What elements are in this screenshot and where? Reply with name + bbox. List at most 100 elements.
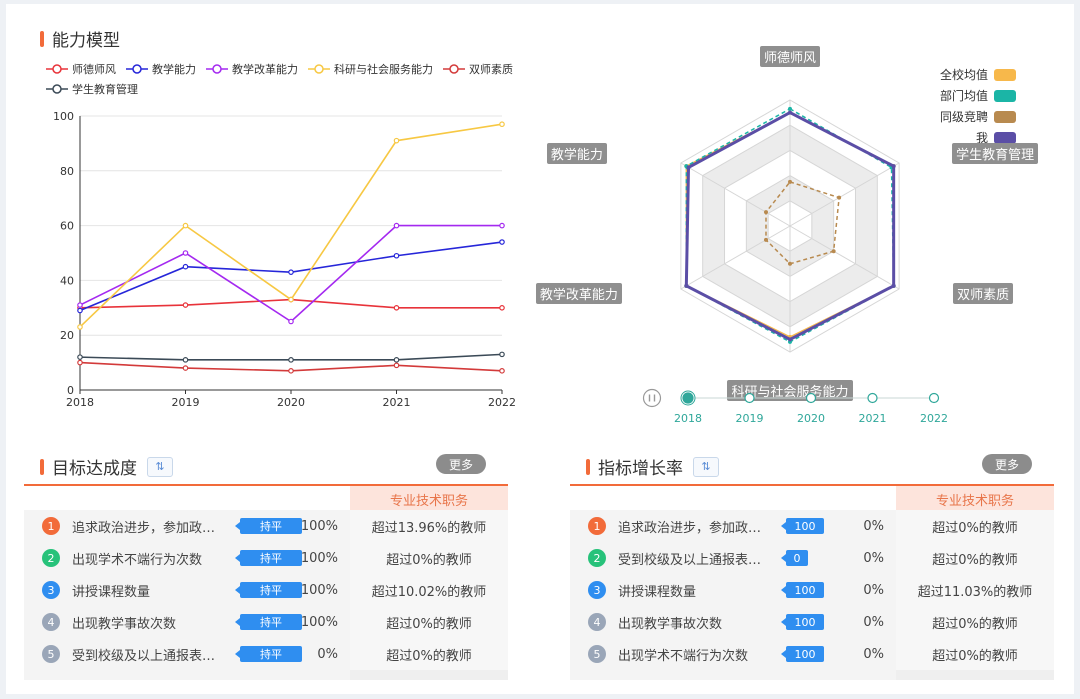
radar-point xyxy=(788,110,792,115)
radar-chart xyxy=(680,99,900,353)
radar-point xyxy=(763,237,768,242)
line-chart: 0 20 40 60 80 100 2018 2019 2020 2021 2022 xyxy=(53,110,516,409)
radar-legend-item[interactable]: 我 xyxy=(940,127,1017,148)
legend-item[interactable]: 双师素质 xyxy=(443,62,513,76)
radar-legend-swatch xyxy=(994,89,1017,102)
radar-axis-label: 双师素质 xyxy=(953,283,1014,304)
table-row[interactable]: 2 出现学术不端行为次数 持平 100% 超过0%的教师 xyxy=(24,542,508,574)
y-tick-label: 80 xyxy=(60,165,74,178)
growth-more-button[interactable]: 更多 xyxy=(982,454,1032,474)
table-row[interactable]: 4 出现教学事故次数 100 0% 超过0%的教师 xyxy=(570,606,1054,638)
timeline-dot xyxy=(805,392,817,404)
table-row[interactable]: 1 追求政治进步，参加政… 100 0% 超过0%的教师 xyxy=(570,510,1054,542)
rank-badge: 5 xyxy=(588,645,606,663)
growth-title: 指标增长率 ⇅ xyxy=(586,454,719,479)
status-tag: 100 xyxy=(781,518,824,534)
radar-legend-item[interactable]: 同级竞聘 xyxy=(940,106,1017,127)
legend-marker-icon xyxy=(206,64,228,74)
data-point xyxy=(393,252,400,259)
sort-icon[interactable]: ⇅ xyxy=(147,456,173,477)
radar-point xyxy=(837,195,842,200)
data-point xyxy=(393,305,400,311)
data-point xyxy=(393,222,400,229)
legend-marker-icon xyxy=(443,64,465,74)
radar-legend-swatch xyxy=(994,110,1017,123)
radar-point xyxy=(891,283,896,288)
legend-item[interactable]: 教学改革能力 xyxy=(206,62,298,76)
timeline-year-label: 2020 xyxy=(797,412,825,425)
rank-badge: 4 xyxy=(588,613,606,631)
data-point xyxy=(77,302,83,308)
status-tag: 持平 xyxy=(235,518,302,534)
radar-point xyxy=(788,179,792,184)
target-more-button[interactable]: 更多 xyxy=(436,454,486,474)
rank-badge: 1 xyxy=(42,517,60,535)
radar-spoke xyxy=(789,225,900,290)
comparison-text: 超过0%的教师 xyxy=(350,638,508,670)
table-row[interactable]: 5 出现学术不端行为次数 100 0% 超过0%的教师 xyxy=(570,638,1054,670)
data-point xyxy=(288,368,294,374)
status-tag: 持平 xyxy=(235,614,302,630)
title-accent-bar xyxy=(586,458,590,475)
sort-icon[interactable]: ⇅ xyxy=(693,456,719,477)
radar-legend-label: 部门均值 xyxy=(940,89,989,103)
ability-model-title-text: 能力模型 xyxy=(52,31,120,51)
table-row[interactable]: 1 追求政治进步，参加政… 持平 100% 超过13.96%的教师 xyxy=(24,510,508,542)
rank-badge: 3 xyxy=(588,581,606,599)
data-point xyxy=(182,250,189,256)
data-point xyxy=(393,357,400,363)
radar-legend-item[interactable]: 全校均值 xyxy=(940,64,1017,85)
status-tag: 持平 xyxy=(235,550,302,566)
radar-legend-label: 我 xyxy=(976,131,989,145)
radar-spoke xyxy=(680,225,791,290)
radar-point xyxy=(788,106,792,111)
data-point xyxy=(182,222,189,229)
data-point xyxy=(499,368,505,374)
year-timeline[interactable]: 2018 2019 2020 2021 2022 xyxy=(640,386,970,430)
comparison-text: 超过10.02%的教师 xyxy=(350,574,508,606)
y-tick-label: 60 xyxy=(60,220,74,233)
table-row[interactable]: 5 受到校级及以上通报表… 持平 0% 超过0%的教师 xyxy=(24,638,508,670)
status-tag: 100 xyxy=(781,582,824,598)
data-point xyxy=(499,239,505,245)
comparison-text: 超过0%的教师 xyxy=(350,606,508,638)
radar-legend-label: 同级竞聘 xyxy=(940,110,989,124)
legend-item[interactable]: 教学能力 xyxy=(126,62,196,76)
data-point xyxy=(77,307,83,314)
table-row[interactable]: 4 出现教学事故次数 持平 100% 超过0%的教师 xyxy=(24,606,508,638)
y-tick-label: 100 xyxy=(53,110,74,123)
data-point xyxy=(288,269,294,275)
indicator-name: 出现学术不端行为次数 xyxy=(618,648,749,664)
x-tick-label: 2020 xyxy=(277,396,305,409)
timeline-year-label: 2019 xyxy=(736,412,764,425)
radar-axis-label: 学生教育管理 xyxy=(952,143,1039,164)
comparison-text: 超过0%的教师 xyxy=(896,638,1054,670)
radar-spoke xyxy=(680,162,791,227)
status-tag: 100 xyxy=(781,614,824,630)
radar-point xyxy=(763,210,768,215)
percent-value: 0% xyxy=(863,550,884,566)
data-point xyxy=(499,121,505,128)
percent-value: 0% xyxy=(863,518,884,534)
data-point xyxy=(499,351,505,358)
legend-item[interactable]: 学生教育管理 xyxy=(46,82,138,96)
target-title-text: 目标达成度 xyxy=(52,459,137,479)
data-point xyxy=(182,302,189,308)
legend-marker-icon xyxy=(308,64,330,74)
table-row[interactable]: 3 讲授课程数量 100 0% 超过11.03%的教师 xyxy=(570,574,1054,606)
y-tick-label: 20 xyxy=(60,329,74,342)
rank-badge: 4 xyxy=(42,613,60,631)
radar-legend-item[interactable]: 部门均值 xyxy=(940,85,1017,106)
legend-item[interactable]: 师德师风 xyxy=(46,62,116,76)
status-tag: 持平 xyxy=(235,646,302,662)
table-row[interactable]: 2 受到校级及以上通报表… 0 0% 超过0%的教师 xyxy=(570,542,1054,574)
column-header: 专业技术职务 xyxy=(350,486,508,512)
data-point xyxy=(499,222,505,229)
percent-value: 0% xyxy=(863,582,884,598)
timeline-dot xyxy=(682,392,694,404)
title-accent-bar xyxy=(40,458,44,475)
legend-item[interactable]: 科研与社会服务能力 xyxy=(308,62,433,76)
radar-point xyxy=(686,165,691,170)
indicator-name: 受到校级及以上通报表… xyxy=(72,648,216,664)
table-row[interactable]: 3 讲授课程数量 持平 100% 超过10.02%的教师 xyxy=(24,574,508,606)
